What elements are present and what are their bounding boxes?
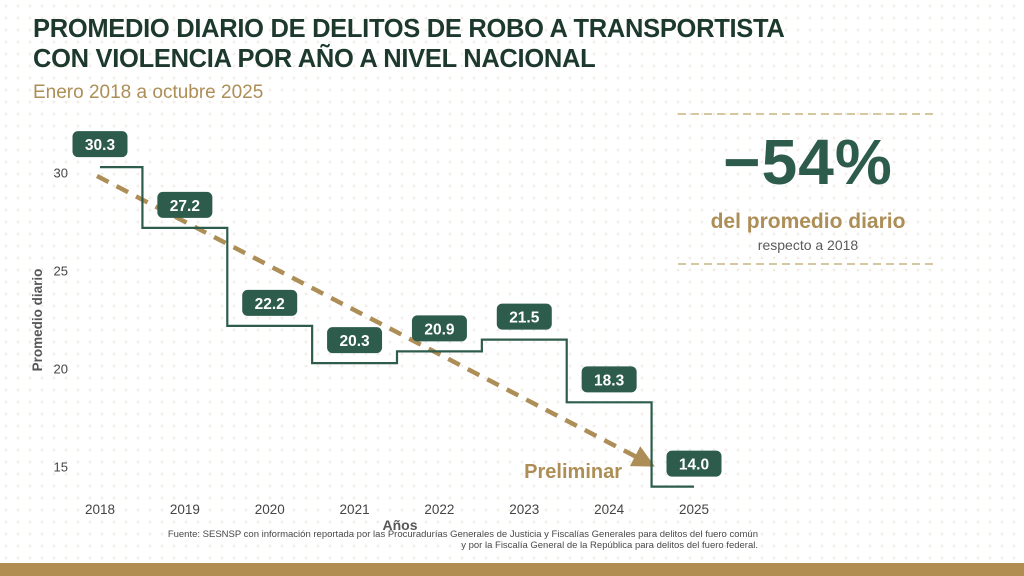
svg-text:15: 15	[54, 460, 68, 475]
dashed-divider-top	[678, 113, 938, 115]
svg-text:2022: 2022	[424, 502, 454, 517]
svg-text:20.9: 20.9	[424, 321, 455, 338]
data-label: 21.5	[496, 303, 552, 330]
data-label: 30.3	[72, 131, 128, 158]
dashed-divider-bottom	[678, 263, 938, 265]
svg-text:Años: Años	[383, 517, 418, 533]
page-title-line1: PROMEDIO DIARIO DE DELITOS DE ROBO A TRA…	[33, 15, 785, 43]
svg-text:2020: 2020	[255, 502, 285, 517]
svg-text:2021: 2021	[340, 502, 370, 517]
svg-text:21.5: 21.5	[509, 310, 540, 327]
svg-text:2023: 2023	[509, 502, 539, 517]
highlight-label: del promedio diario	[710, 210, 906, 233]
svg-text:2018: 2018	[85, 502, 115, 517]
data-label: 20.3	[327, 327, 383, 354]
source-line2: y por la Fiscalía General de la Repúblic…	[461, 540, 758, 551]
svg-text:22.2: 22.2	[255, 296, 285, 313]
svg-text:14.0: 14.0	[679, 457, 709, 474]
highlight-percentage: −54%	[723, 126, 893, 198]
svg-text:30.3: 30.3	[85, 137, 116, 154]
header: PROMEDIO DIARIO DE DELITOS DE ROBO A TRA…	[33, 14, 785, 104]
svg-text:27.2: 27.2	[170, 198, 200, 215]
svg-text:20.3: 20.3	[339, 333, 370, 350]
page-subtitle: Enero 2018 a octubre 2025	[33, 82, 264, 103]
source-note: Fuente: SESNSP con información reportada…	[0, 529, 758, 551]
svg-text:Preliminar: Preliminar	[524, 461, 622, 483]
svg-text:2024: 2024	[594, 502, 625, 517]
svg-text:18.3: 18.3	[594, 372, 625, 389]
step-chart: 15 20 25 30 Promedio diario 2018 2019 2020 2021 2…	[20, 130, 770, 535]
svg-text:30: 30	[54, 166, 68, 181]
highlight-panel: −54% del promedio diario respecto a 2018	[676, 106, 940, 268]
source-line1: Fuente: SESNSP con información reportada…	[167, 529, 758, 540]
data-label: 27.2	[157, 191, 213, 218]
svg-text:Promedio diario: Promedio diario	[30, 269, 45, 372]
bottom-accent-bar	[0, 563, 1024, 576]
svg-text:25: 25	[54, 264, 68, 279]
data-label: 14.0	[666, 450, 722, 477]
page-title-line2: CON VIOLENCIA POR AÑO A NIVEL NACIONAL	[33, 45, 596, 73]
data-label: 22.2	[242, 289, 298, 316]
svg-text:20: 20	[54, 362, 68, 377]
svg-text:2019: 2019	[170, 502, 200, 517]
data-label: 20.9	[411, 315, 467, 342]
highlight-sublabel: respecto a 2018	[757, 237, 859, 253]
svg-text:2025: 2025	[679, 502, 709, 517]
data-label: 18.3	[581, 366, 637, 393]
page-title: PROMEDIO DIARIO DE DELITOS DE ROBO A TRA…	[33, 14, 785, 74]
